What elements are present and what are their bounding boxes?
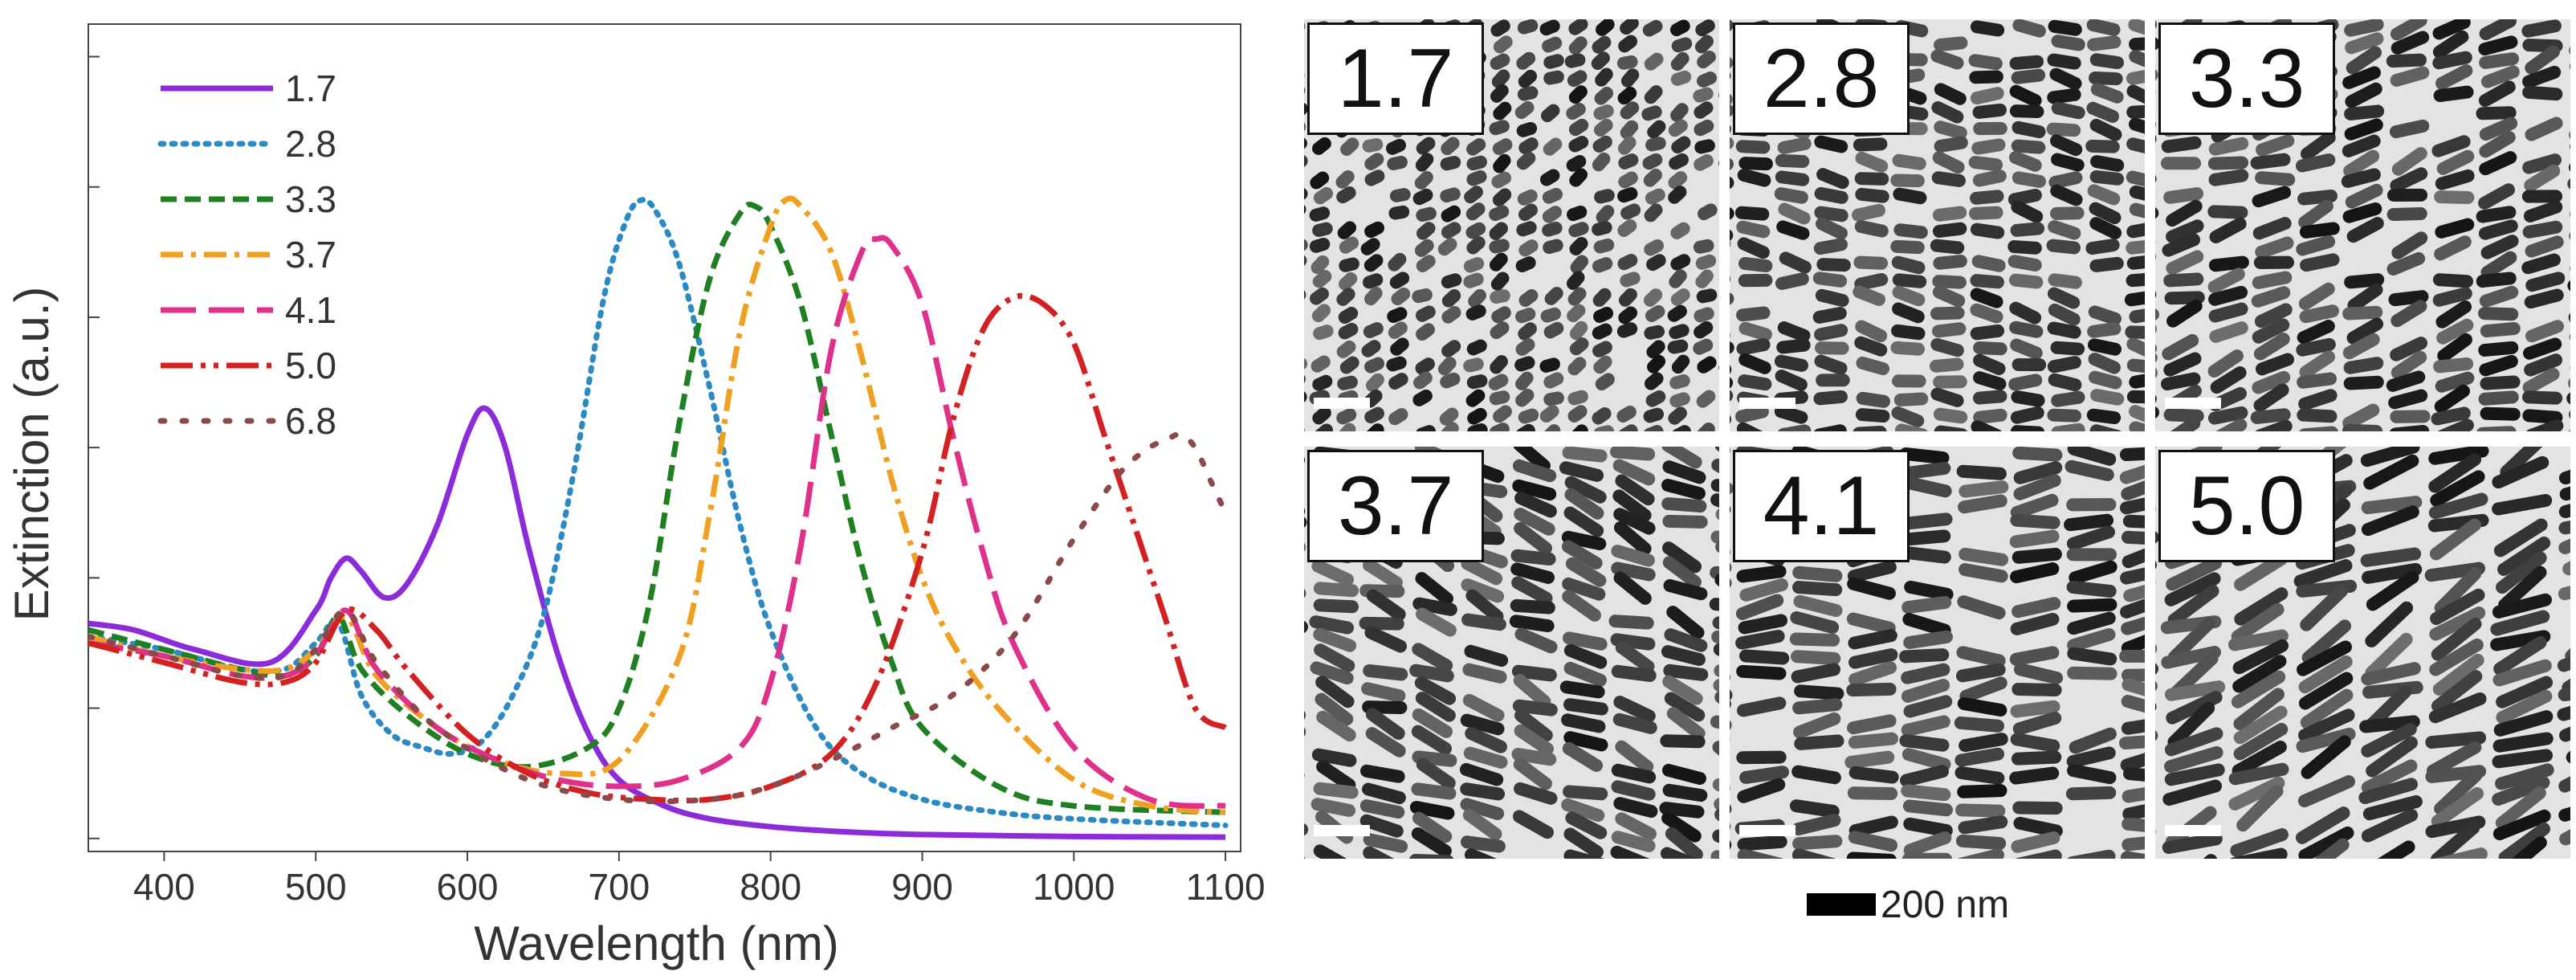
tem-panel-label: 5.0 (2158, 450, 2335, 562)
panel-scale-bar (2165, 825, 2221, 836)
series-line-5-0 (88, 292, 1228, 804)
panel-scale-bar (1314, 825, 1370, 836)
legend-label: 4.1 (285, 289, 336, 331)
legend-label: 3.7 (285, 234, 336, 276)
x-tick-label: 900 (891, 866, 953, 908)
legend: 1.7 2.8 3.3 3.7 4.1 5.0 6.8 (157, 67, 336, 442)
x-tick-label: 700 (588, 866, 650, 908)
tem-panel-1-7: 1.7 (1302, 18, 1721, 433)
legend-label: 6.8 (285, 400, 336, 442)
panel-scale-bar (1739, 398, 1795, 409)
tem-panel-label: 3.3 (2158, 22, 2335, 135)
series-line-6-8 (88, 431, 1229, 805)
tem-panel-label: 1.7 (1307, 22, 1484, 135)
tem-panel-5-0: 5.0 (2154, 445, 2572, 860)
y-axis-title: Extinction (a.u.) (5, 287, 59, 622)
panel-scale-bar (1739, 825, 1795, 836)
nanorod-texture (2155, 447, 2570, 859)
x-tick-label: 600 (437, 866, 499, 908)
plot-frame (88, 23, 1241, 852)
tem-panel-label: 3.7 (1307, 450, 1484, 562)
series-line-1-7 (88, 405, 1226, 840)
legend-label: 2.8 (285, 123, 336, 165)
nanorod-texture (1730, 447, 2145, 859)
legend-label: 1.7 (285, 67, 336, 109)
panel-scale-bar (2165, 398, 2221, 409)
legend-label: 3.3 (285, 178, 336, 220)
tem-panel-3-3: 3.3 (2154, 18, 2572, 433)
x-tick-label: 400 (133, 866, 195, 908)
tem-panel-4-1: 4.1 (1728, 445, 2146, 860)
x-tick-label: 1100 (1186, 866, 1266, 908)
x-tick-label: 800 (740, 866, 801, 908)
tem-panel-2-8: 2.8 (1728, 18, 2146, 433)
tem-panel-3-7: 3.7 (1302, 445, 1721, 860)
tem-image-grid: 1.7 2.8 3.3 3.7 4.1 5.0 (1302, 18, 2574, 861)
series-line-3-3 (88, 202, 1226, 815)
x-axis-title: Wavelength (nm) (474, 917, 839, 970)
scale-bar-label: 200 nm (1881, 883, 2010, 926)
tem-panel-label: 4.1 (1733, 450, 1910, 562)
series-line-2-8 (88, 197, 1229, 829)
panel-scale-bar (1314, 398, 1370, 409)
legend-label: 5.0 (285, 345, 336, 386)
series-line-4-1 (88, 235, 1226, 809)
x-tick-label: 500 (285, 866, 347, 908)
series-group (88, 195, 1229, 840)
series-line-3-7 (88, 195, 1226, 815)
scale-bar (1807, 893, 1876, 916)
x-tick-label: 1000 (1033, 866, 1115, 908)
extinction-chart: 400 500 600 700 800 900 1000 1100 Wavelength (nm… (5, 23, 1266, 970)
scale-bar-legend: 200 nm (1807, 880, 2009, 929)
tem-panel-label: 2.8 (1733, 22, 1910, 135)
